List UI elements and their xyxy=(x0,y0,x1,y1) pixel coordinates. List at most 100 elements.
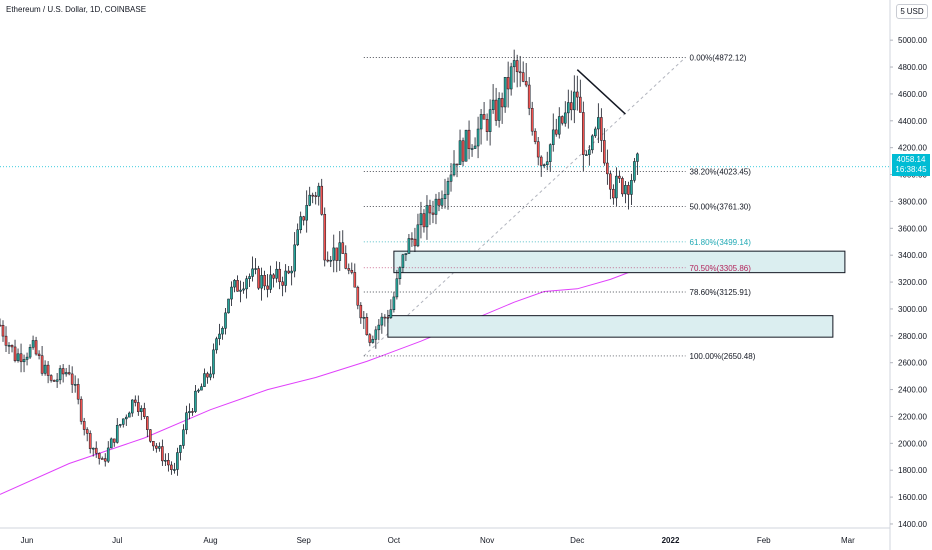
price-tick-label: 1600.00 xyxy=(898,493,927,502)
candle-body xyxy=(579,96,582,113)
price-tick-label: 4400.00 xyxy=(898,117,927,126)
candle-body xyxy=(61,368,65,375)
candle-body xyxy=(49,375,53,381)
candle-body xyxy=(230,286,233,300)
candle-body xyxy=(140,408,143,412)
candle-body xyxy=(164,459,167,462)
fibonacci-retracement[interactable]: 0.00%(4872.12) 38.20%(4023.45) 50.00%(3761… xyxy=(363,53,756,361)
candle-body xyxy=(260,275,263,289)
candle-body xyxy=(533,130,537,142)
fib-trend-line xyxy=(363,56,686,357)
candle-body xyxy=(28,347,32,358)
last-price-value: 4058.14 xyxy=(896,155,926,164)
fib-diagonal xyxy=(363,56,686,357)
candle-body xyxy=(368,334,372,343)
candle-body xyxy=(76,384,80,400)
candle-body xyxy=(91,447,95,450)
trend-line[interactable] xyxy=(576,69,626,115)
candle-body xyxy=(13,346,17,361)
candle-body xyxy=(485,119,489,132)
candle-body xyxy=(278,268,281,283)
candle-body xyxy=(55,379,59,382)
candle-body xyxy=(197,389,200,392)
candle-body xyxy=(582,112,585,155)
candle-body xyxy=(600,117,603,141)
candle-body xyxy=(167,459,170,466)
candle-body xyxy=(359,304,363,319)
candle-body xyxy=(170,464,173,470)
candle-body xyxy=(46,364,50,376)
time-tick-label: Aug xyxy=(203,536,217,545)
candle-body xyxy=(434,198,438,215)
candle-body xyxy=(118,424,122,426)
candle-body xyxy=(437,198,441,206)
candle-body xyxy=(464,129,468,162)
candle-body xyxy=(224,312,227,329)
price-tick-label: 3000.00 xyxy=(898,305,927,314)
candle-body xyxy=(284,270,287,286)
candle-body xyxy=(551,129,555,145)
zone-rectangle xyxy=(393,250,846,274)
time-tick-label: 2022 xyxy=(662,536,680,545)
candle-body xyxy=(329,259,333,262)
candle-body xyxy=(482,114,486,120)
candle-body xyxy=(407,238,411,254)
candle-body xyxy=(296,229,299,246)
fib-level-label: 100.00%(2650.48) xyxy=(690,352,756,361)
moving-average-line xyxy=(0,267,641,495)
candle-body xyxy=(97,453,101,459)
candle-body xyxy=(137,402,140,412)
candle-body xyxy=(530,108,534,132)
candle-body xyxy=(527,84,531,109)
candle-body xyxy=(121,418,125,425)
candle-body xyxy=(506,77,510,90)
candle-body xyxy=(302,216,305,221)
time-tick-label: Oct xyxy=(388,536,401,545)
candle-body xyxy=(398,267,402,280)
candle-body xyxy=(353,272,357,288)
candle-body xyxy=(518,71,522,74)
candle-body xyxy=(1,325,5,337)
candle-body xyxy=(191,411,194,413)
bar-countdown: 16:38:45 xyxy=(895,165,927,174)
time-tick-label: Nov xyxy=(480,536,494,545)
candle-body xyxy=(293,244,296,272)
price-tick-label: 2200.00 xyxy=(898,412,927,421)
candle-body xyxy=(127,412,131,418)
candle-body xyxy=(563,112,567,124)
candle-body xyxy=(254,268,257,270)
candle-body xyxy=(311,194,315,197)
price-axis[interactable]: 5000.004800.004600.004400.004200.004000.… xyxy=(889,0,927,550)
candle-body xyxy=(467,129,471,150)
candle-body xyxy=(308,194,311,206)
candle-body xyxy=(425,205,429,228)
candle-body xyxy=(332,247,336,261)
candle-body xyxy=(10,345,14,348)
candle-body xyxy=(615,175,618,199)
candle-body xyxy=(257,268,260,289)
candle-body xyxy=(7,345,11,347)
candle-body xyxy=(591,135,594,151)
candle-body xyxy=(200,386,203,391)
candle-body xyxy=(67,372,71,375)
candle-body xyxy=(476,128,480,147)
candle-body xyxy=(452,163,456,176)
candle-body xyxy=(40,355,44,374)
candle-body xyxy=(188,411,191,414)
time-axis[interactable]: Jun Jul Aug Sep Oct Nov Dec 2022 Feb Mar xyxy=(0,527,890,545)
candle-body xyxy=(109,438,113,449)
candle-body xyxy=(395,278,399,298)
candle-body xyxy=(554,129,558,135)
candle-body xyxy=(428,205,432,214)
candle-body xyxy=(491,99,495,110)
time-tick-label: Mar xyxy=(841,536,855,545)
currency-selector[interactable]: 5 USD xyxy=(896,4,928,19)
candle-body xyxy=(320,185,324,215)
candle-body xyxy=(380,316,384,326)
price-tick-label: 2600.00 xyxy=(898,359,927,368)
candle-body xyxy=(149,429,152,442)
candle-body xyxy=(636,153,639,162)
candle-body xyxy=(621,178,624,195)
candle-body xyxy=(494,99,498,121)
